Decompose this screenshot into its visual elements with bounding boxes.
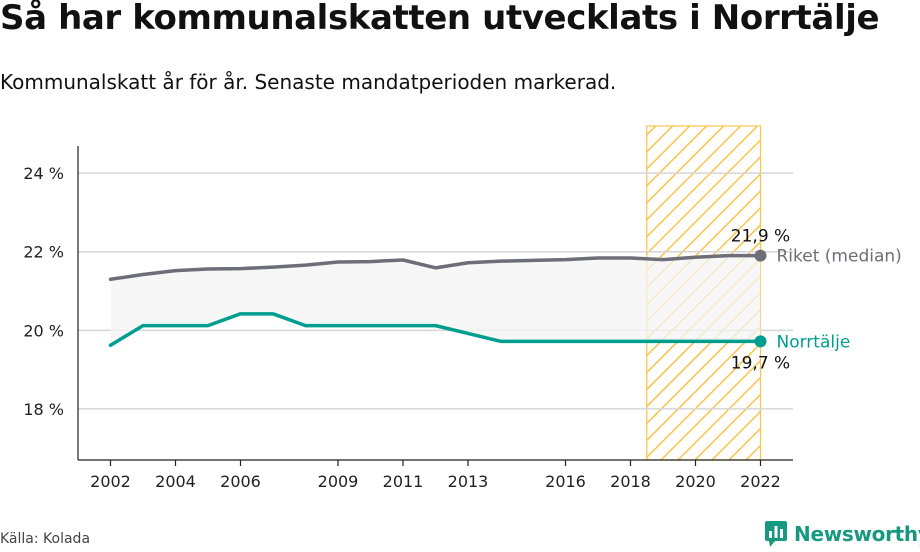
series-name-label: Norrtälje	[777, 332, 851, 352]
axes: 2002 2004 2006 2009 2011 2013 2016 2018 2020 2022	[77, 146, 793, 491]
x-tick-label: 2002	[90, 472, 131, 491]
series-name-label: Riket (median)	[777, 247, 902, 267]
chart-subtitle: Kommunalskatt år för år. Senaste mandatp…	[0, 70, 617, 94]
series-endpoint-1	[754, 335, 767, 348]
newsworthy-logo-icon	[765, 521, 787, 547]
x-tick-label: 2018	[610, 472, 651, 491]
x-tick-label: 2020	[675, 472, 716, 491]
y-tick-label: 22 %	[23, 243, 64, 262]
brand[interactable]: Newsworthy	[764, 520, 920, 548]
y-tick-label: 20 %	[23, 321, 64, 340]
series-line-1	[108, 312, 763, 348]
y-tick-label: 24 %	[23, 164, 64, 183]
x-tick-label: 2022	[740, 472, 781, 491]
chart-title: Så har kommunalskatten utvecklats i Norr…	[0, 0, 880, 38]
brand-name: Newsworthy	[794, 522, 920, 546]
x-tick-label: 2011	[383, 472, 424, 491]
x-tick-label: 2009	[318, 472, 359, 491]
x-tick-label: 2004	[155, 472, 196, 491]
difference-band	[110, 255, 761, 346]
series-value-label: 19,7 %	[731, 353, 790, 373]
x-tick-label: 2016	[545, 472, 586, 491]
series-line-0	[108, 253, 763, 281]
y-tick-label: 18 %	[23, 400, 64, 419]
x-tick-label: 2013	[448, 472, 489, 491]
source-note: Källa: Kolada	[0, 531, 91, 547]
series-endpoint-0	[754, 249, 767, 262]
series	[108, 249, 767, 348]
series-value-label: 21,9 %	[731, 227, 790, 247]
x-tick-label: 2006	[220, 472, 261, 491]
